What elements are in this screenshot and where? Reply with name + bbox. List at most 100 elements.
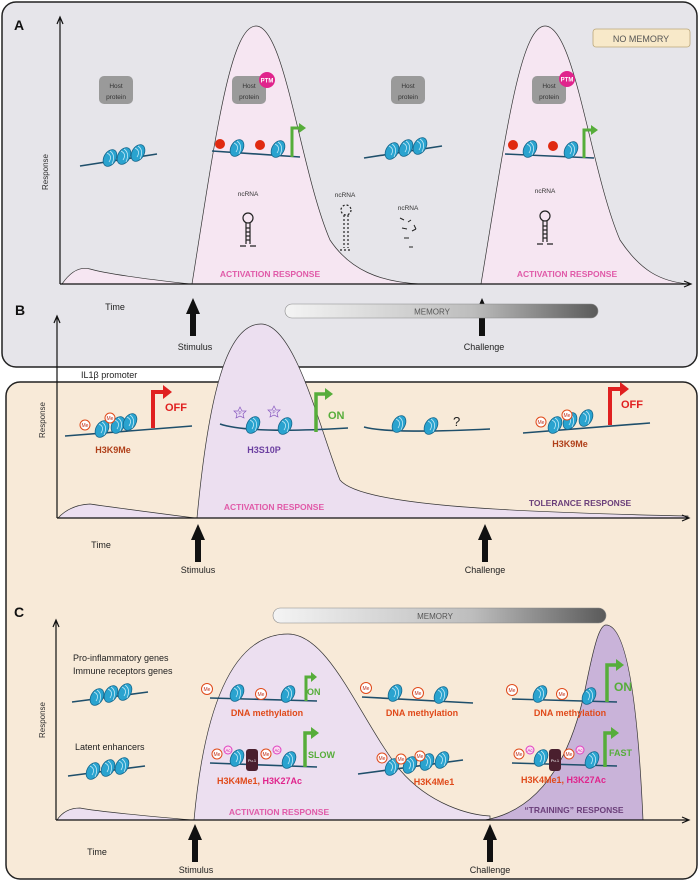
me-mark: Me <box>563 748 575 760</box>
ac-mark: Ac <box>575 745 585 755</box>
transcription-fast-arrow-icon <box>603 731 612 767</box>
tolerance-response-label: TOLERANCE RESPONSE <box>529 498 632 508</box>
svg-text:Me: Me <box>82 423 89 429</box>
primed-enhancer-fast: Me Ac Pu.1 Me Ac FAST <box>511 727 633 772</box>
genes-label: Pro-inflammatory genes <box>73 653 169 663</box>
methylated-active-genes: Me Me ON <box>201 672 321 706</box>
svg-text:Me: Me <box>417 754 424 760</box>
x-axis <box>56 816 691 824</box>
svg-text:FAST: FAST <box>609 748 633 758</box>
memory-bar: MEMORY <box>272 607 607 624</box>
dna-methylation-label: DNA methylation <box>386 708 458 718</box>
svg-text:protein: protein <box>539 94 559 101</box>
svg-text:Me: Me <box>258 692 265 698</box>
transcription-on-arrow-icon <box>582 128 592 158</box>
pu1-factor: Pu.1 <box>246 749 258 771</box>
svg-text:Me: Me <box>363 686 370 692</box>
dna-methylation-label: DNA methylation <box>231 708 303 718</box>
activation-tolerance-curve <box>196 323 689 519</box>
svg-text:SLOW: SLOW <box>308 750 336 760</box>
ncrna-hairpin: ncRNA <box>238 191 259 247</box>
y-axis <box>52 618 60 820</box>
me-mark: Me <box>561 409 573 421</box>
transcription-on-arrow-icon <box>304 675 312 701</box>
training-response-label: “TRAINING” RESPONSE <box>524 805 624 815</box>
me-mark: Me <box>104 412 116 424</box>
ac-mark: Ac <box>223 745 233 755</box>
svg-text:Ac: Ac <box>274 748 280 753</box>
ncrna-hairpin: ncRNA <box>535 188 556 245</box>
svg-text:Me: Me <box>263 752 270 758</box>
svg-text:Host: Host <box>542 83 556 90</box>
svg-text:Me: Me <box>107 416 114 422</box>
svg-text:Me: Me <box>204 687 211 693</box>
svg-text:Me: Me <box>559 692 566 698</box>
x-axis <box>60 280 693 288</box>
h3k9me-label: H3K9Me <box>552 439 588 449</box>
x-axis-label: Time <box>91 540 111 550</box>
repressed-promoter: Me Me OFF <box>64 385 193 441</box>
baseline-response-curve <box>56 807 193 821</box>
me-mark: Me <box>211 748 223 760</box>
me-mark: Me <box>506 684 518 696</box>
host-protein: Host protein <box>99 76 133 104</box>
svg-text:Me: Me <box>214 752 221 758</box>
pu1-factor: Pu.1 <box>549 749 561 771</box>
svg-text:P: P <box>272 410 275 415</box>
svg-text:MEMORY: MEMORY <box>417 612 454 621</box>
activation-response-label: ACTIVATION RESPONSE <box>224 502 325 512</box>
protein-bound-icon <box>215 139 225 149</box>
compact-chromatin <box>79 141 158 170</box>
phospho-mark: P <box>267 405 281 418</box>
svg-text:Ac: Ac <box>577 748 583 753</box>
ac-mark: Ac <box>525 745 535 755</box>
svg-text:protein: protein <box>106 94 126 101</box>
me-mark: Me <box>412 687 424 699</box>
compact-chromatin <box>363 134 443 163</box>
stimulus-label: Stimulus <box>181 565 216 575</box>
me-mark: Me <box>556 688 568 700</box>
svg-text:OFF: OFF <box>165 402 187 414</box>
x-axis-label: Time <box>87 847 107 857</box>
compact-chromatin <box>71 680 149 709</box>
svg-text:PTM: PTM <box>561 78 574 84</box>
me-mark: Me <box>260 748 272 760</box>
open-chromatin-active <box>211 123 306 161</box>
svg-text:Me: Me <box>379 756 386 762</box>
svg-text:ON: ON <box>614 680 632 694</box>
me-mark: Me <box>414 750 426 762</box>
panel-letter: A <box>14 17 24 33</box>
baseline-response-curve <box>57 503 196 519</box>
h3s10p-label: H3S10P <box>247 445 281 455</box>
svg-text:protein: protein <box>398 94 418 101</box>
h3k4me1-label: H3K4Me1 <box>414 777 455 787</box>
y-axis <box>56 15 64 284</box>
open-chromatin-active <box>504 125 598 162</box>
svg-text:MEMORY: MEMORY <box>414 308 451 317</box>
transcription-off-arrow-icon <box>608 387 621 425</box>
ncrna-degraded: ncRNA <box>398 205 419 248</box>
panel-a: A NO MEMORY Response Host protein Host pro… <box>1 1 698 368</box>
me-mark: Me <box>360 682 372 694</box>
activation-response-label: ACTIVATION RESPONSE <box>517 269 618 279</box>
dna-methylation-label: DNA methylation <box>534 708 606 718</box>
svg-text:PTM: PTM <box>261 79 274 85</box>
active-promoter: P P ON <box>219 388 349 438</box>
activation-response-label: ACTIVATION RESPONSE <box>220 269 321 279</box>
me-mark: Me <box>201 683 213 695</box>
me-mark: Me <box>79 419 91 431</box>
svg-text:?: ? <box>453 414 460 429</box>
ptm-badge <box>559 71 575 87</box>
transcription-on-arrow-icon <box>290 126 300 157</box>
y-axis <box>53 314 61 518</box>
protein-bound-icon <box>548 141 558 151</box>
phospho-mark: P <box>233 406 247 419</box>
stimulus-label: Stimulus <box>179 865 214 875</box>
transcription-on-arrow-icon <box>605 663 617 702</box>
panel-letter: B <box>15 302 25 318</box>
protein-bound-icon <box>255 140 265 150</box>
stimulus-label: Stimulus <box>178 342 213 352</box>
svg-text:Me: Me <box>566 752 573 758</box>
svg-text:Me: Me <box>516 752 523 758</box>
